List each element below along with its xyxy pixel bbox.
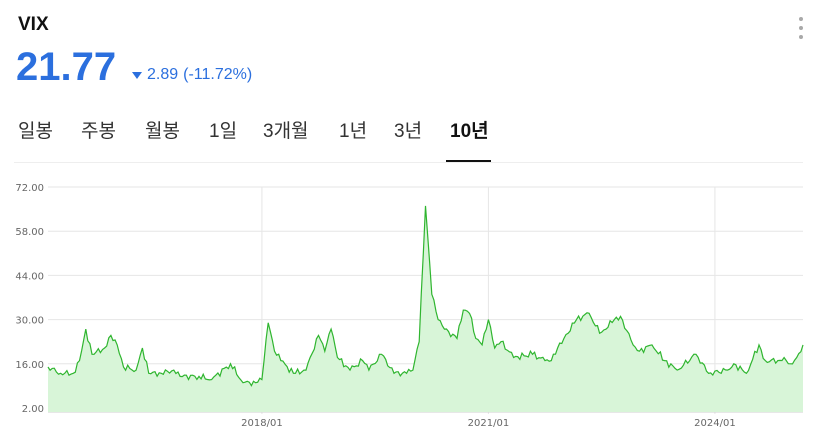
down-arrow-icon: [132, 72, 142, 79]
y-tick-label: 58.00: [15, 227, 44, 238]
more-options-icon[interactable]: [796, 17, 806, 39]
x-tick-label: 2018/01: [241, 418, 283, 429]
series-area: [48, 205, 803, 412]
page-title: VIX: [18, 14, 49, 35]
price-change: 2.89 (-11.72%): [132, 66, 252, 84]
y-tick-label: 72.00: [15, 183, 44, 194]
tab-3year[interactable]: 3년: [394, 121, 423, 142]
x-axis-ticks: 2018/01 2021/01 2024/01: [241, 418, 736, 429]
x-tick-label: 2021/01: [468, 418, 510, 429]
y-tick-label: 2.00: [22, 404, 44, 415]
period-tabs: 일봉 주봉 월봉 1일 3개월 1년 3년 10년: [0, 116, 803, 162]
divider: [14, 162, 803, 163]
tab-3month[interactable]: 3개월: [263, 121, 309, 142]
current-price: 21.77: [16, 45, 117, 89]
vix-10year-chart: 72.00 58.00 44.00 30.00 16.00 2.00 2018/01 202…: [15, 183, 804, 429]
tab-10year[interactable]: 10년: [450, 121, 489, 142]
x-tick-label: 2024/01: [694, 418, 736, 429]
tab-1day[interactable]: 1일: [209, 121, 238, 142]
change-percent: (-11.72%): [183, 66, 253, 83]
tab-monthly[interactable]: 월봉: [145, 121, 180, 142]
y-tick-label: 44.00: [15, 271, 44, 282]
series-line: [47, 205, 804, 387]
tab-1year[interactable]: 1년: [339, 121, 368, 142]
tab-weekly[interactable]: 주봉: [81, 121, 116, 142]
y-axis-ticks: 72.00 58.00 44.00 30.00 16.00 2.00: [15, 183, 44, 415]
tab-daily[interactable]: 일봉: [18, 121, 53, 142]
change-value: 2.89: [147, 66, 179, 83]
y-tick-label: 30.00: [15, 316, 44, 327]
y-tick-label: 16.00: [15, 360, 44, 371]
active-tab-indicator: [446, 160, 491, 162]
